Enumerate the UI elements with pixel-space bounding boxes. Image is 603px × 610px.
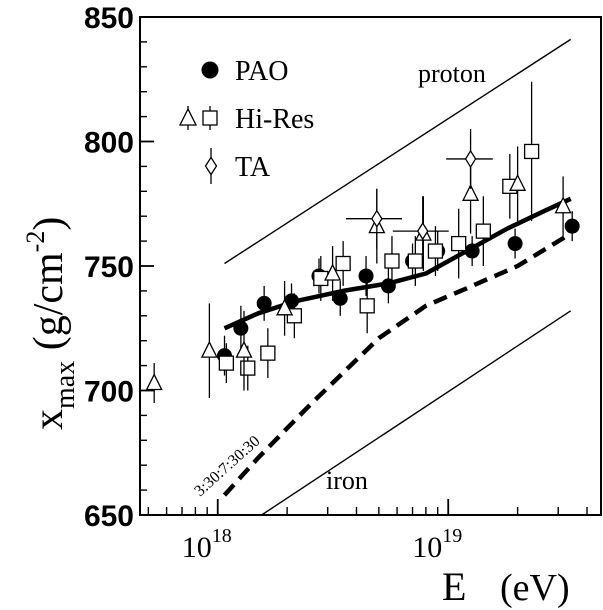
y-axis-title-part-2: (g/cm — [26, 252, 72, 361]
data-point — [564, 218, 580, 234]
data-point — [233, 320, 249, 336]
legend-label-ta: TA — [235, 152, 271, 183]
curve-label-proton: proton — [418, 59, 486, 88]
y-tick-label-800: 800 — [84, 127, 134, 160]
data-point — [240, 360, 256, 376]
data-point — [359, 298, 375, 314]
legend-entry-hi-res: Hi-Res — [178, 104, 314, 135]
x-axis-unit: (eV) — [500, 567, 570, 609]
legend-marker-open-diamond — [204, 156, 218, 176]
data-point — [260, 345, 276, 361]
y-tick-label-700: 700 — [84, 376, 134, 409]
y-tick-label-850: 850 — [84, 2, 134, 35]
y-tick-label-650: 650 — [84, 500, 134, 533]
data-points — [145, 81, 580, 403]
data-point — [256, 295, 272, 311]
y-axis-title-part-4: ) — [26, 217, 72, 231]
data-point — [509, 173, 527, 191]
data-point — [200, 340, 218, 358]
data-point — [145, 373, 163, 391]
data-point — [332, 290, 348, 306]
data-point — [464, 149, 477, 169]
data-point — [462, 183, 480, 201]
data-point — [523, 143, 540, 160]
data-point — [451, 235, 467, 252]
legend-label-hi-res: Hi-Res — [235, 104, 314, 135]
data-point — [554, 196, 572, 214]
curve-fit-0 — [223, 196, 572, 331]
data-point — [335, 255, 351, 272]
curve-label-iron: iron — [326, 466, 368, 495]
x-tick-exp-18: 18 — [212, 525, 232, 547]
data-point — [384, 253, 400, 269]
y-axis-title: xmax (g/cm-2) — [21, 217, 81, 430]
data-point — [475, 223, 491, 239]
data-point — [235, 340, 253, 358]
legend-entry-pao: PAO — [201, 56, 288, 87]
data-point — [284, 293, 300, 309]
data-point — [324, 263, 342, 281]
x-tick-label-18: 10 — [182, 531, 212, 564]
data-point — [358, 268, 374, 284]
legend-entry-ta: TA — [204, 148, 271, 184]
x-tick-label-19: 10 — [412, 531, 442, 564]
curve-iron — [261, 310, 572, 516]
data-point — [371, 209, 383, 228]
y-axis-title-part-3: -2 — [21, 231, 50, 253]
axis-labels: E (eV) xmax (g/cm-2) — [21, 217, 570, 609]
x-axis-title: E — [442, 564, 466, 609]
legend: PAO Hi-Res TA — [178, 56, 314, 184]
x-tick-exp-19: 19 — [442, 525, 462, 547]
data-point — [407, 253, 423, 269]
curve-3-30-7-30-30 — [222, 231, 572, 497]
data-point — [427, 243, 444, 259]
curve-proton — [224, 38, 572, 265]
legend-marker-open-triangle — [178, 107, 198, 126]
legend-label-pao: PAO — [235, 56, 288, 87]
y-axis-title-part-1: max — [50, 361, 81, 409]
y-axis-title-part-0: x — [26, 409, 72, 430]
y-axis-title-text: xmax (g/cm-2) — [21, 217, 81, 430]
legend-marker-open-square — [202, 110, 218, 126]
y-tick-label-750: 750 — [84, 251, 134, 284]
data-point — [464, 243, 480, 259]
data-point — [218, 355, 235, 371]
data-point — [507, 236, 523, 252]
series-ta-open-diamond — [345, 129, 493, 266]
data-point — [416, 221, 429, 241]
data-point — [380, 278, 396, 294]
legend-marker-filled-circle — [201, 61, 219, 79]
data-point — [276, 298, 294, 316]
